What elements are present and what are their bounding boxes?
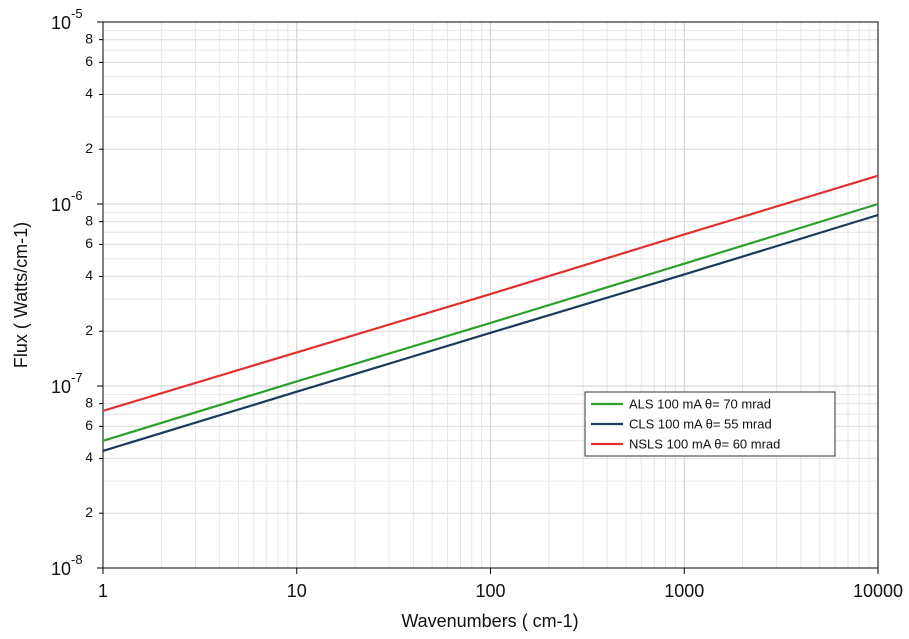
y-tick-label: 6: [85, 417, 93, 433]
legend-label: CLS 100 mA θ= 55 mrad: [629, 416, 772, 431]
series-line: [102, 213, 879, 452]
y-tick-label: 8: [85, 212, 93, 228]
x-tick-label: 10: [287, 581, 307, 601]
y-tick-exponent: -5: [71, 6, 83, 21]
y-tick-label: 6: [85, 53, 93, 69]
y-tick-label: 2: [85, 322, 93, 338]
series-line: [102, 202, 879, 442]
plot-frame: [102, 21, 879, 569]
y-tick-label: 6: [85, 235, 93, 251]
y-tick-label: 10-5: [51, 6, 83, 32]
legend-label: NSLS 100 mA θ= 60 mrad: [629, 436, 780, 451]
y-tick-label: 8: [85, 394, 93, 410]
y-tick-exponent: -6: [71, 188, 83, 203]
legend-label: ALS 100 mA θ= 70 mrad: [629, 396, 771, 411]
series-line: [102, 174, 879, 412]
y-tick-base: 10: [51, 195, 71, 215]
x-axis-title: Wavenumbers ( cm-1): [401, 611, 578, 631]
y-tick-label: 4: [85, 85, 93, 101]
y-tick-label: 10-7: [51, 370, 83, 396]
y-tick-label: 2: [85, 140, 93, 156]
y-tick-label: 2: [85, 504, 93, 520]
y-tick-label: 8: [85, 30, 93, 46]
y-tick-label: 10-6: [51, 188, 83, 214]
y-tick-exponent: -7: [71, 370, 83, 385]
legend-box: [584, 391, 836, 457]
x-tick-label: 1000: [664, 581, 704, 601]
y-tick-base: 10: [51, 377, 71, 397]
y-tick-label: 4: [85, 449, 93, 465]
y-tick-label: 4: [85, 267, 93, 283]
y-tick-label: 10-8: [51, 552, 83, 578]
y-axis-title: Flux ( Watts/cm-1): [11, 222, 31, 368]
x-tick-label: 1: [98, 581, 108, 601]
y-tick-exponent: -8: [71, 552, 83, 567]
x-tick-label: 100: [475, 581, 505, 601]
x-tick-label: 10000: [853, 581, 903, 601]
y-tick-base: 10: [51, 559, 71, 579]
y-tick-base: 10: [51, 13, 71, 33]
